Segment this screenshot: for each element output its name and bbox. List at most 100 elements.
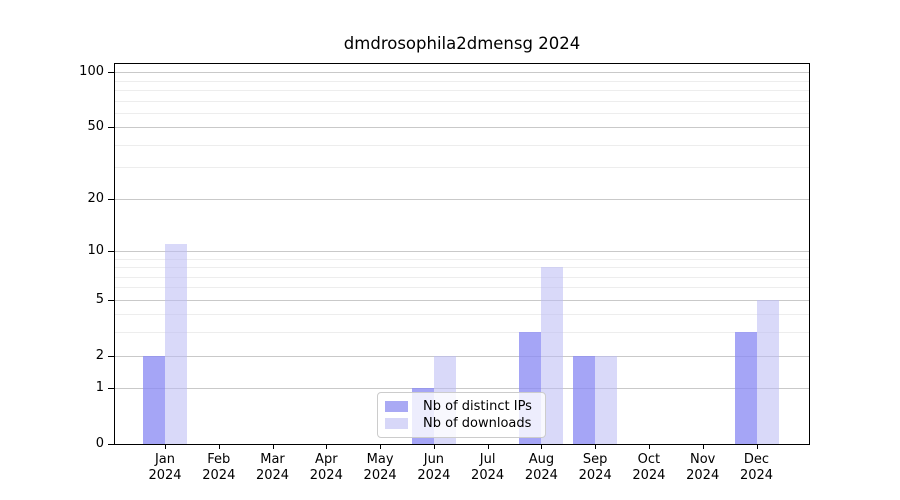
y-tick-label-1: 1 (95, 380, 104, 396)
bar-distinct-ips-sep (573, 355, 596, 444)
y-tick-label-2: 2 (95, 347, 104, 363)
bar-downloads-dec (756, 299, 779, 444)
y-tick-label-0: 0 (95, 436, 104, 451)
x-tick-month-apr: Apr (315, 452, 338, 467)
x-tick-year-apr: 2024 (309, 467, 343, 483)
plot-area (114, 63, 810, 445)
minor-gridline-3 (115, 332, 809, 334)
legend: Nb of distinct IPs Nb of downloads (377, 392, 546, 438)
legend-label-downloads: Nb of downloads (423, 416, 532, 431)
major-gridline-100 (115, 72, 809, 74)
x-tick-mark-mar (272, 445, 274, 449)
bar-distinct-ips-jan (143, 355, 165, 444)
y-tick-mark-20 (108, 198, 114, 200)
minor-gridline-7 (115, 276, 809, 278)
legend-label-distinct-ips: Nb of distinct IPs (423, 399, 532, 414)
x-tick-mark-feb (218, 445, 220, 449)
major-gridline-5 (115, 299, 809, 301)
y-tick-mark-50 (108, 127, 114, 129)
minor-gridline-6 (115, 287, 809, 289)
bar-downloads-aug (541, 267, 564, 444)
major-gridline-2 (115, 355, 809, 357)
major-gridline-50 (115, 127, 809, 129)
major-gridline-10 (115, 250, 809, 252)
x-tick-year-dec: 2024 (739, 467, 774, 483)
bar-downloads-jan (165, 243, 187, 444)
x-tick-month-nov: Nov (690, 452, 716, 467)
x-tick-year-sep: 2024 (578, 467, 612, 483)
x-tick-month-jul: Jul (479, 452, 496, 467)
x-tick-month-may: May (366, 452, 394, 467)
x-tick-month-mar: Mar (260, 452, 285, 467)
y-tick-mark-1 (108, 388, 114, 390)
x-tick-label-jun: Jun 2024 (404, 452, 464, 483)
downloads-swatch (385, 418, 408, 429)
minor-gridline-4 (115, 314, 809, 316)
x-tick-year-may: 2024 (363, 467, 397, 483)
minor-gridline-8 (115, 267, 809, 268)
x-tick-mark-jul (487, 445, 489, 449)
x-tick-year-jun: 2024 (417, 467, 451, 483)
distinct-ips-swatch (385, 401, 408, 412)
minor-gridline-90 (115, 80, 809, 82)
major-gridline-1 (115, 388, 809, 390)
x-tick-label-apr: Apr 2024 (296, 452, 356, 483)
x-tick-year-jan: 2024 (148, 467, 182, 483)
x-tick-year-mar: 2024 (255, 467, 290, 483)
x-tick-mark-jun (433, 445, 435, 449)
y-tick-label-20: 20 (87, 190, 104, 206)
y-tick-mark-10 (108, 250, 114, 252)
x-tick-mark-aug (541, 445, 543, 449)
x-tick-label-jan: Jan 2024 (135, 452, 195, 483)
bar-downloads-sep (595, 355, 618, 444)
x-tick-month-sep: Sep (582, 452, 608, 467)
x-tick-label-jul: Jul 2024 (458, 452, 518, 483)
x-tick-month-dec: Dec (743, 452, 770, 467)
y-tick-mark-2 (108, 355, 114, 357)
y-tick-label-5: 5 (95, 291, 104, 307)
x-tick-year-jul: 2024 (471, 467, 505, 483)
minor-gridline-80 (115, 90, 809, 92)
y-tick-label-50: 50 (87, 119, 104, 135)
x-tick-year-nov: 2024 (686, 467, 720, 483)
x-tick-mark-apr (326, 445, 328, 449)
x-tick-label-dec: Dec 2024 (727, 452, 787, 483)
x-tick-mark-dec (756, 445, 758, 449)
x-tick-month-oct: Oct (637, 452, 661, 467)
x-tick-mark-oct (648, 445, 650, 449)
bar-distinct-ips-dec (734, 332, 757, 444)
major-gridline-20 (115, 198, 809, 200)
x-tick-year-feb: 2024 (202, 467, 236, 483)
x-tick-month-aug: Aug (528, 452, 555, 467)
x-tick-mark-jan (165, 445, 166, 449)
legend-item-downloads: Nb of downloads (385, 416, 537, 431)
x-tick-mark-sep (595, 445, 597, 449)
minor-gridline-60 (115, 112, 809, 114)
minor-gridline-40 (115, 144, 809, 146)
minor-gridline-30 (115, 167, 809, 169)
y-tick-mark-100 (108, 72, 114, 74)
x-tick-label-sep: Sep 2024 (565, 452, 625, 483)
x-tick-year-oct: 2024 (632, 467, 666, 483)
minor-gridline-70 (115, 100, 809, 102)
chart-title: dmdrosophila2dmensg 2024 (343, 34, 581, 53)
x-tick-mark-nov (702, 445, 704, 449)
y-tick-mark-0 (108, 444, 114, 445)
x-tick-year-aug: 2024 (524, 467, 558, 483)
x-tick-month-jan: Jan (154, 452, 176, 467)
y-tick-label-100: 100 (79, 64, 104, 80)
y-tick-mark-5 (108, 299, 114, 301)
x-tick-mark-may (380, 445, 382, 449)
x-tick-label-feb: Feb 2024 (189, 452, 249, 483)
x-tick-label-nov: Nov 2024 (673, 452, 733, 483)
y-tick-label-10: 10 (87, 242, 104, 258)
x-tick-label-aug: Aug 2024 (511, 452, 571, 483)
x-tick-month-jun: Jun (423, 452, 445, 467)
x-tick-label-mar: Mar 2024 (243, 452, 303, 483)
x-tick-label-may: May 2024 (350, 452, 410, 483)
x-tick-label-oct: Oct 2024 (619, 452, 679, 483)
minor-gridline-9 (115, 258, 809, 260)
x-tick-month-feb: Feb (207, 452, 231, 467)
legend-item-distinct-ips: Nb of distinct IPs (385, 399, 537, 414)
